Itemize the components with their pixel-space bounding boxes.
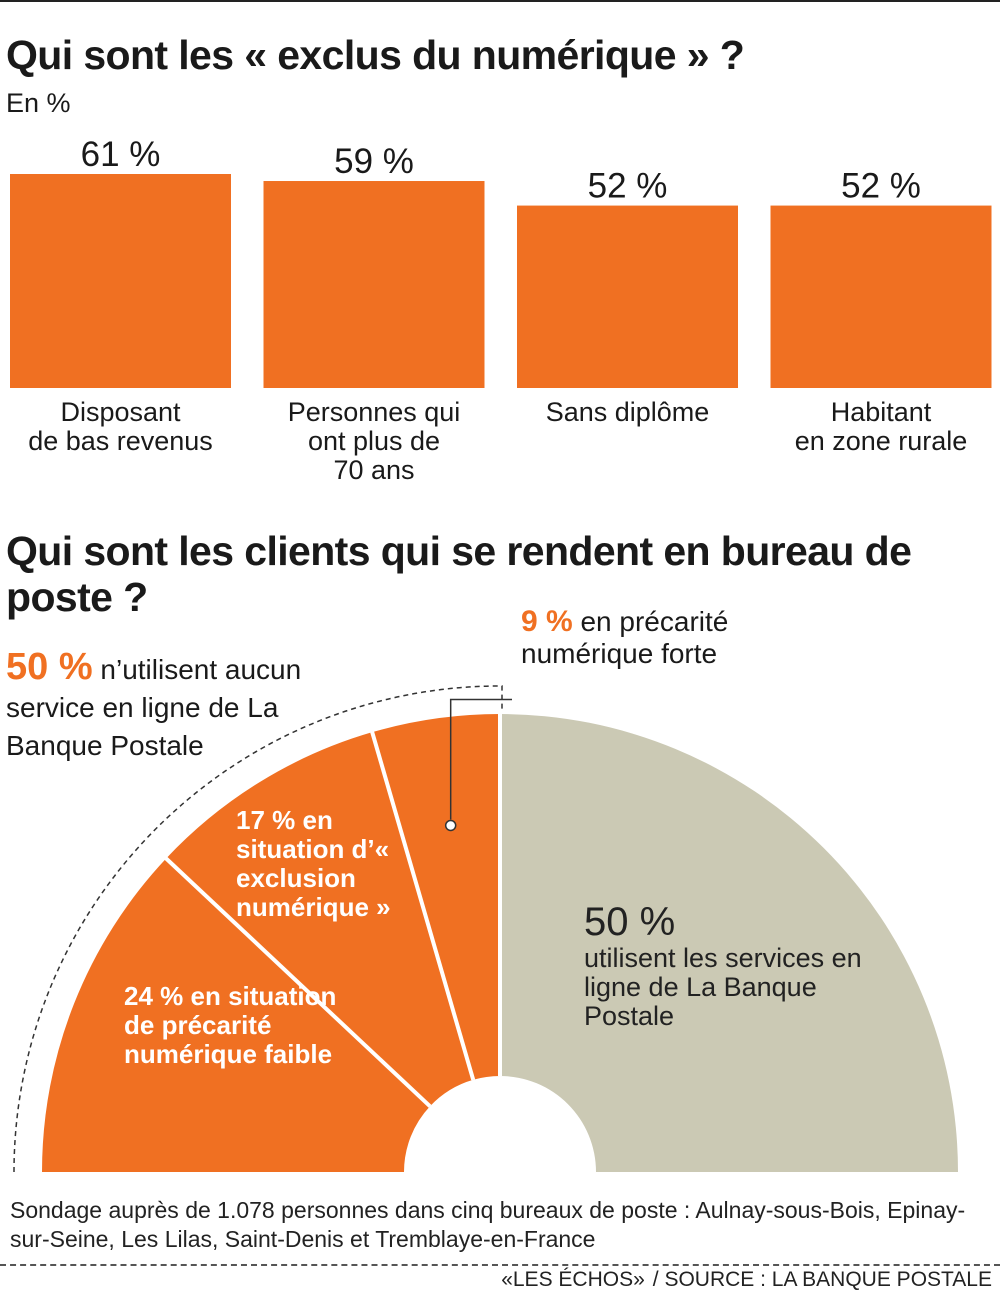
segment-label-weak-precarity: 24 % en situation de précarité numérique… [124, 982, 364, 1069]
semicircle-chart [13, 685, 958, 1173]
bar-category-label-1: Personnes qui ont plus de 70 ans [288, 397, 461, 485]
bar-category-label-2: Sans diplôme [546, 397, 710, 427]
credit-source: / SOURCE : LA BANQUE POSTALE [652, 1268, 992, 1291]
bar-2 [517, 205, 738, 388]
bar-0 [10, 174, 231, 388]
bar-1 [263, 181, 485, 388]
survey-note: Sondage auprès de 1.078 personnes dans c… [10, 1197, 966, 1252]
annotation-no-online-service-text: n’utilisent aucun service en ligne de La… [6, 654, 302, 761]
footer-rule [0, 1264, 1000, 1266]
segment-divider-0 [163, 855, 432, 1108]
annotation-no-online-service: 50 % n’utilisent aucun service en ligne … [6, 648, 366, 765]
bar-value-label-3: 52 % [841, 167, 921, 206]
semicircle-segment-0 [42, 858, 431, 1172]
top-rule [0, 0, 1000, 2]
annotation-strong-precarity-text: en précarité numérique forte [521, 606, 729, 669]
bar-value-label-2: 52 % [588, 167, 668, 206]
annotation-strong-precarity-value: 9 % [521, 605, 573, 638]
segment-divider-1 [369, 729, 476, 1081]
bar-chart: 61 % Disposant de bas revenus 59 % Personnes… [10, 135, 992, 485]
credit-outlet: «LES ÉCHOS» [501, 1268, 645, 1291]
bar-category-label-0: Disposant de bas revenus [28, 397, 213, 456]
orange-half-bracket [13, 685, 503, 1173]
bar-value-label-0: 61 % [81, 135, 161, 174]
semicircle-segment-2 [372, 714, 500, 1080]
segment-label-online-users-text: utilisent les services en ligne de La Ba… [584, 943, 862, 1031]
segment-label-exclusion-value: 17 % [236, 805, 296, 835]
bar-value-label-1: 59 % [334, 142, 414, 181]
bar-chart-title: Qui sont les « exclus du numérique » ? [6, 32, 745, 78]
semicircle-segment-1 [166, 732, 474, 1107]
bar-3 [770, 205, 992, 388]
bar-chart-unit: En % [6, 88, 71, 118]
leader-line-strong-precarity [449, 698, 512, 820]
bar-category-label-3: Habitant en zone rurale [795, 397, 968, 456]
semicircle-segment-3 [500, 714, 958, 1172]
annotation-no-online-service-value: 50 % [6, 646, 93, 688]
segment-label-exclusion-text: en situation d’« exclusion numérique » [236, 805, 391, 922]
annotation-strong-precarity: 9 % en précarité numérique forte [521, 606, 821, 670]
segment-label-weak-precarity-value: 24 % [124, 981, 184, 1011]
segment-label-exclusion: 17 % en situation d’« exclusion numériqu… [236, 806, 436, 922]
segment-label-weak-precarity-text: en situation de précarité numérique faib… [124, 981, 337, 1069]
segment-label-online-users-value: 50 % [584, 900, 676, 944]
credit-line: «LES ÉCHOS» / SOURCE : LA BANQUE POSTALE [493, 1268, 992, 1292]
leader-dot-strong-precarity [444, 819, 457, 832]
segment-label-online-users: 50 % utilisent les services en ligne de … [584, 900, 904, 1031]
semicircle-chart-title: Qui sont les clients qui se rendent en b… [6, 528, 912, 620]
